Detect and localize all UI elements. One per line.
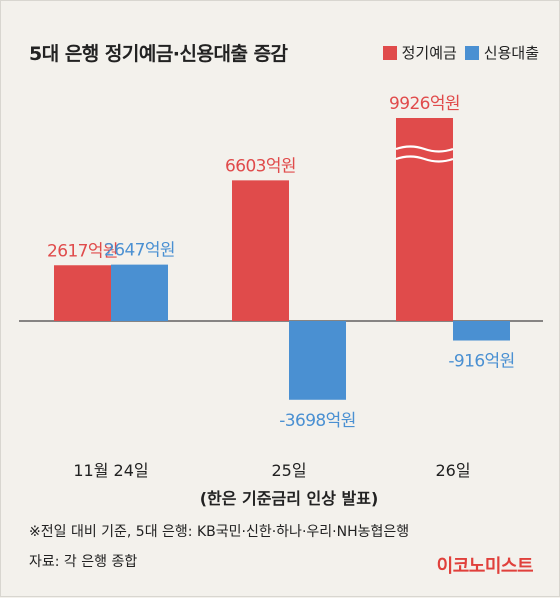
bar-deposit-2	[232, 180, 289, 321]
chart-title: 5대 은행 정기예금·신용대출 증감	[29, 43, 288, 65]
value-label-deposit-2: 6603억원	[225, 156, 296, 176]
bar-loan-2	[289, 321, 346, 400]
value-label-loan-3: -916억원	[448, 352, 514, 372]
brand-logo: 이코노미스트	[436, 556, 534, 577]
bar-deposit-1	[54, 265, 111, 321]
category-label-1: 11월 24일	[73, 461, 149, 480]
axis-break-mark-1	[395, 145, 454, 153]
legend-swatch-deposit	[382, 45, 397, 60]
category-subtitle: (한은 기준금리 인상 발표)	[199, 489, 379, 508]
bar-loan-3	[453, 321, 510, 341]
footnote: ※전일 대비 기준, 5대 은행: KB국민·신한·하나·우리·NH농협은행	[29, 524, 410, 540]
legend-label-deposit: 정기예금	[401, 44, 457, 62]
legend-item-loan: 신용대출	[464, 42, 539, 63]
value-label-loan-2: -3698억원	[279, 411, 355, 431]
legend-item-deposit: 정기예금	[382, 42, 457, 63]
bar-loan-1	[111, 264, 168, 321]
legend-swatch-loan	[464, 45, 479, 60]
category-label-2: 25일	[271, 461, 307, 480]
legend: 정기예금 신용대출	[382, 42, 539, 63]
category-label-3: 26일	[435, 461, 471, 480]
axis-break-mark-2	[395, 155, 454, 163]
legend-label-loan: 신용대출	[483, 44, 539, 62]
value-label-deposit-3: 9926억원	[389, 94, 460, 114]
source-note: 자료: 각 은행 종합	[29, 554, 138, 570]
value-label-loan-1: 2647억원	[104, 241, 175, 261]
value-label-deposit-1: 2617억원	[47, 241, 118, 261]
